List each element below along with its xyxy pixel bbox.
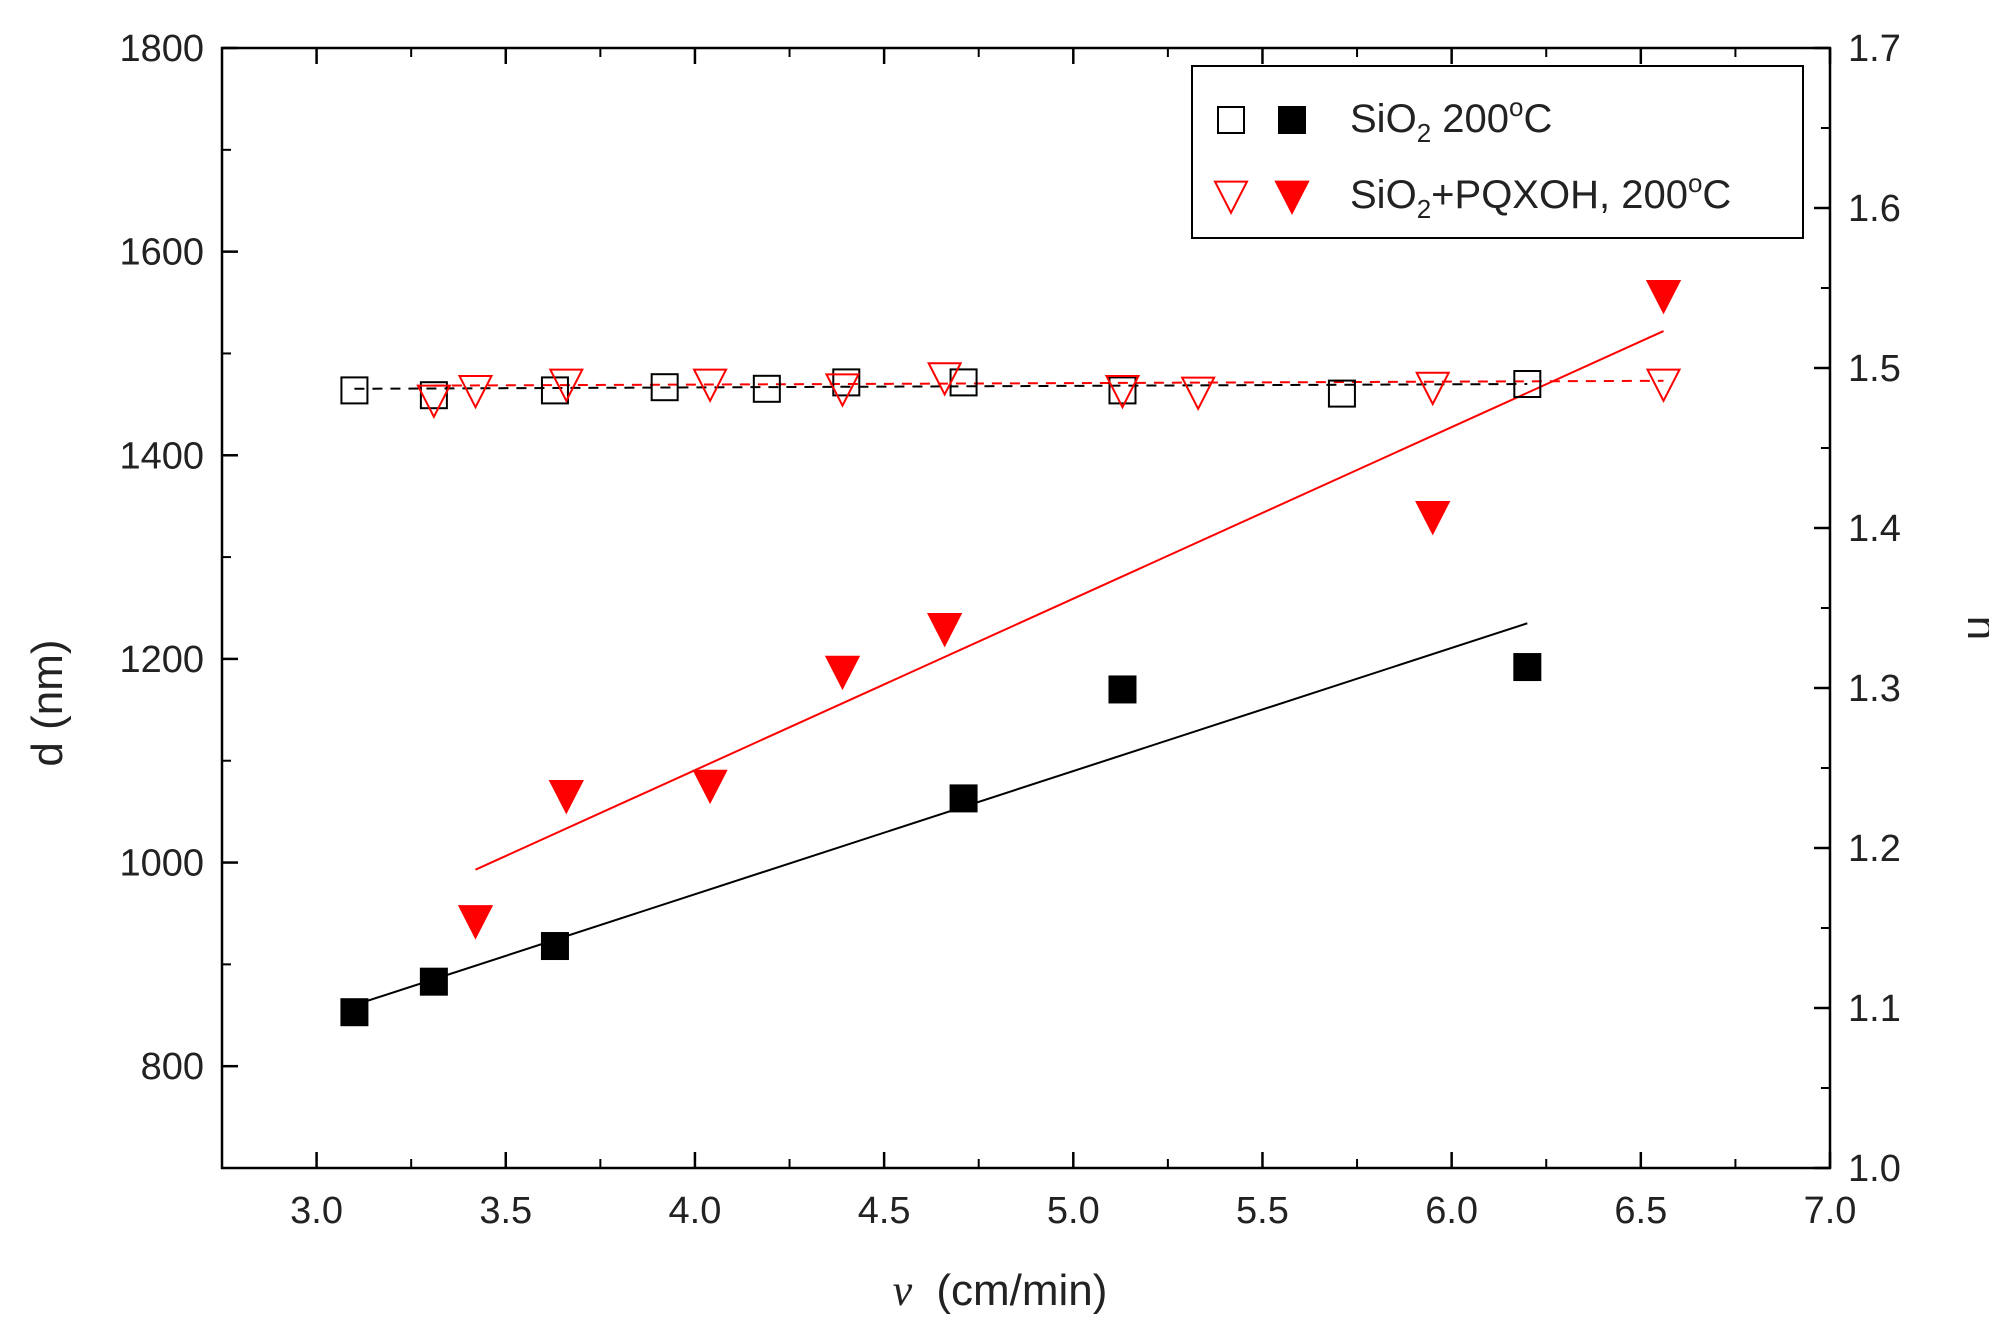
y-tick-label-2: 1200	[119, 639, 204, 681]
fit-line-series-0	[354, 622, 1528, 1007]
y-tick-label-4: 1600	[119, 232, 204, 274]
y-tick-label-3: 1400	[119, 435, 204, 477]
point-series-2-5	[832, 368, 861, 397]
point-series-3-1	[457, 375, 494, 410]
y2-tick-label-7: 1.7	[1848, 28, 1901, 70]
x-axis-unit: (cm/min)	[936, 1266, 1107, 1315]
axes-layer: 3.0 3.5 4.0 4.5 5.0 5.5 6.0 6.5 7.0 800 1000 1200 14…	[119, 28, 1900, 1232]
point-series-1-4	[927, 612, 963, 648]
y-tick-label-1: 1000	[119, 843, 204, 885]
x-axis-title: v (cm/min)	[893, 1266, 1108, 1315]
x-tick-label-7: 6.5	[1614, 1190, 1667, 1232]
legend: SiO2 200oC SiO2+PQXOH, 200oC	[1191, 65, 1804, 239]
y-tick-label-0: 800	[141, 1046, 204, 1088]
legend-entry-0: SiO2 200oC	[1350, 92, 1552, 148]
y2-tick-label-0: 1.0	[1848, 1148, 1901, 1190]
y2-axis-title: n	[1958, 616, 1989, 640]
legend-marker-open-1	[1213, 180, 1249, 215]
point-series-3-2	[548, 368, 584, 403]
point-series-2-4	[752, 374, 781, 403]
y2-tick-label-6: 1.6	[1848, 188, 1901, 230]
point-series-2-9	[1513, 370, 1542, 398]
point-series-2-2	[540, 376, 569, 405]
point-series-2-8	[1327, 379, 1356, 408]
y2-tick-label-4: 1.4	[1848, 508, 1901, 550]
point-series-3-8	[1415, 371, 1451, 407]
fit-line-series-2	[354, 383, 1528, 390]
point-series-1-5	[1415, 500, 1451, 536]
point-series-3-6	[1104, 375, 1141, 410]
point-series-0-5	[1513, 653, 1542, 682]
point-series-1-1	[548, 779, 584, 815]
point-series-0-0	[340, 998, 369, 1027]
point-series-3-4	[824, 373, 861, 408]
x-tick-label-5: 5.5	[1236, 1190, 1289, 1232]
x-tick-label-8: 7.0	[1804, 1190, 1857, 1232]
y-tick-label-5: 1800	[119, 28, 204, 70]
y2-tick-label-1: 1.1	[1848, 988, 1901, 1030]
fit-lines	[354, 330, 1664, 1007]
legend-marker-filled-1	[1274, 180, 1310, 215]
point-series-1-0	[457, 905, 494, 940]
x-axis-symbol: v	[893, 1266, 913, 1315]
point-series-2-3	[650, 373, 679, 402]
x-tick-label-2: 4.0	[669, 1190, 722, 1232]
x-tick-label-3: 4.5	[858, 1190, 911, 1232]
fit-line-series-3	[433, 379, 1664, 387]
point-series-1-3	[824, 655, 861, 691]
point-series-3-0	[416, 384, 452, 419]
point-series-1-6	[1645, 280, 1682, 315]
x-tick-label-4: 5.0	[1047, 1190, 1100, 1232]
point-series-3-3	[692, 368, 728, 403]
legend-entry-1: SiO2+PQXOH, 200oC	[1350, 168, 1731, 224]
point-series-2-0	[340, 376, 369, 405]
y2-tick-label-3: 1.3	[1848, 668, 1901, 710]
point-series-0-1	[419, 967, 448, 996]
fit-line-series-1	[475, 330, 1664, 871]
x-tick-label-1: 3.5	[479, 1190, 532, 1232]
x-tick-label-0: 3.0	[290, 1190, 343, 1232]
point-series-2-7	[1108, 376, 1137, 405]
legend-markers	[1213, 106, 1310, 215]
y2-tick-label-2: 1.2	[1848, 828, 1901, 870]
x-tick-label-6: 6.0	[1425, 1190, 1478, 1232]
point-series-0-4	[1108, 675, 1137, 704]
legend-marker-open-0	[1217, 106, 1245, 134]
point-series-2-1	[419, 381, 448, 410]
y-axis-title: d (nm)	[23, 639, 72, 766]
point-series-3-9	[1645, 368, 1682, 403]
point-series-3-5	[927, 362, 963, 397]
point-series-3-7	[1180, 376, 1216, 411]
point-series-0-3	[949, 784, 978, 813]
point-series-1-2	[692, 769, 728, 805]
data-markers	[340, 280, 1682, 1027]
y2-tick-label-5: 1.5	[1848, 348, 1901, 390]
legend-marker-filled-0	[1278, 106, 1306, 134]
point-series-0-2	[540, 932, 569, 961]
